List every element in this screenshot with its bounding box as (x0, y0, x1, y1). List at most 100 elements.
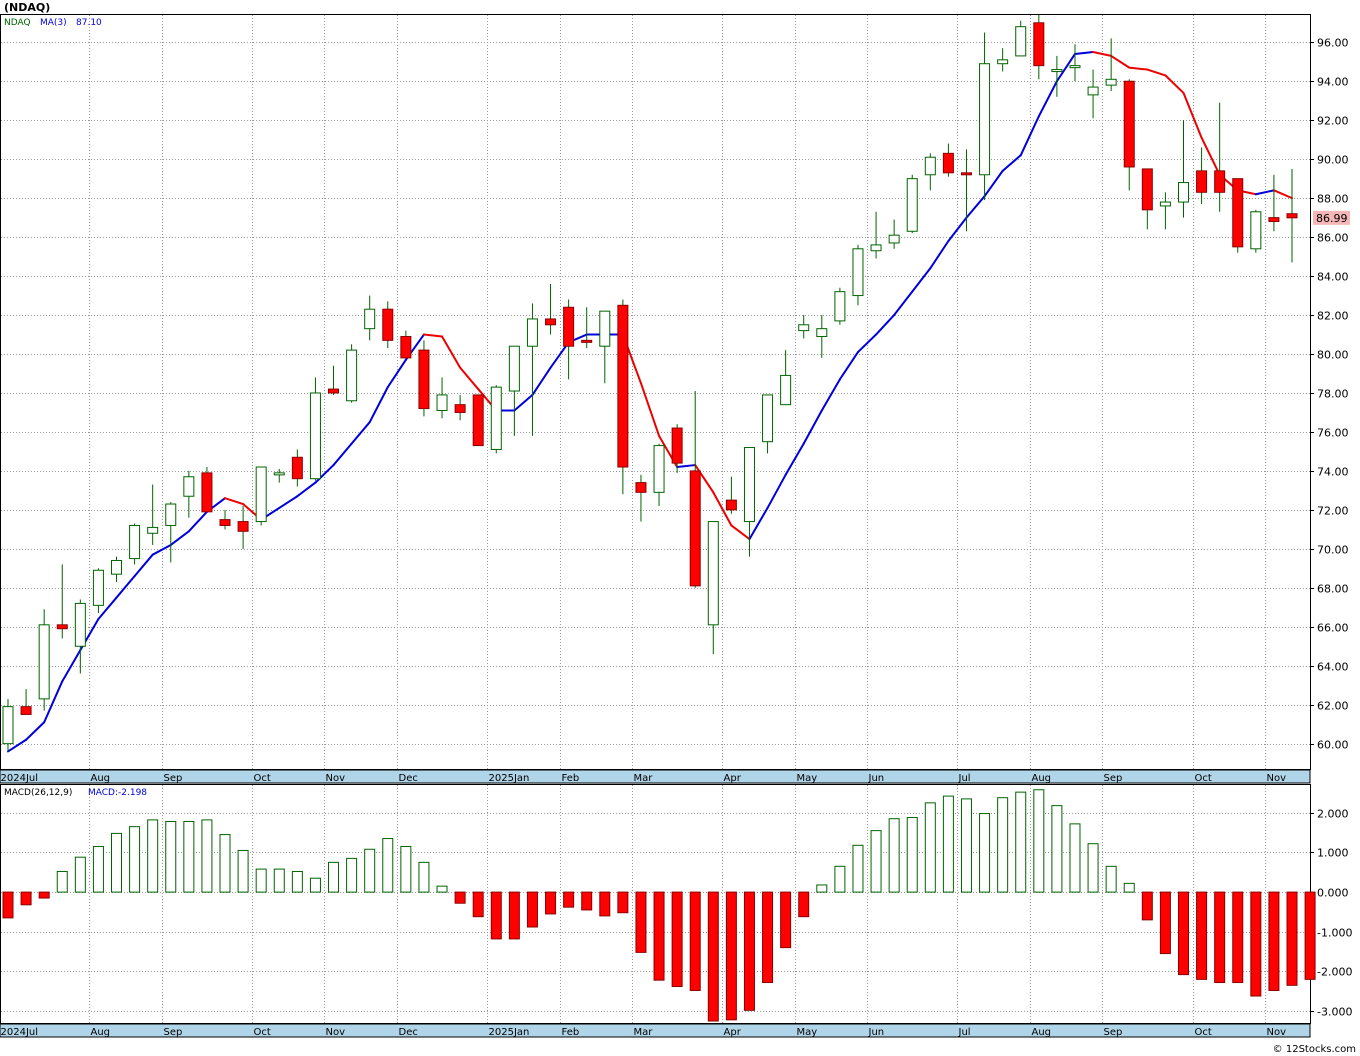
ma-segment (856, 333, 878, 354)
candle-body (273, 472, 285, 476)
candle (563, 299, 575, 380)
candle (816, 315, 828, 358)
candle (653, 443, 665, 506)
candle (20, 689, 32, 715)
ma-segment (1019, 115, 1040, 157)
candle (490, 385, 502, 454)
macd-month-label: Aug (91, 1027, 111, 1038)
macd-y-tick-label: 0.000 (1317, 887, 1349, 900)
macd-bar (924, 802, 936, 893)
macd-bar (436, 885, 448, 893)
price-y-tick-label: 96.00 (1317, 37, 1349, 50)
moving-average-line (7, 51, 1293, 753)
macd-bar (346, 857, 358, 893)
candle (400, 330, 412, 359)
candle (472, 394, 484, 447)
candle-body (653, 445, 665, 493)
candle-body (852, 248, 864, 297)
candle-body (545, 318, 557, 326)
ma-segment (386, 358, 407, 389)
macd-y-axis: -3.000 -2.000 -1.000 0.000 1.000 2.000 (1310, 808, 1352, 1019)
macd-bar (581, 891, 593, 911)
macd-bar (1214, 891, 1226, 984)
macd-bar (743, 891, 755, 1011)
candle-body (454, 404, 466, 413)
ma-segment (296, 481, 317, 498)
ma-segment (368, 386, 389, 424)
candle-body (1268, 217, 1280, 223)
candle-body (1232, 178, 1244, 248)
macd-bar (2, 891, 14, 919)
price-y-tick-label: 92.00 (1317, 115, 1349, 128)
macd-y-tick-label: 2.000 (1317, 808, 1349, 821)
candle (1015, 20, 1027, 57)
macd-bar (979, 813, 991, 893)
ma-segment (1001, 154, 1022, 172)
price-month-label: Jul (958, 773, 971, 784)
price-date-axis: 2024Jul Aug Sep Oct Nov Dec 2025Jan Feb Mar Apr Ma… (1, 773, 1287, 784)
ma-segment (151, 543, 172, 556)
candle-body (563, 306, 575, 347)
candle (888, 219, 900, 249)
ma-segment (1128, 66, 1149, 71)
price-month-label: Dec (399, 773, 418, 784)
candle-body (291, 456, 303, 480)
price-y-tick-label: 80.00 (1317, 349, 1349, 362)
candle (743, 447, 755, 557)
candle (707, 521, 719, 655)
candle (1069, 44, 1081, 82)
macd-bar (1033, 789, 1045, 893)
price-y-tick-label: 82.00 (1317, 310, 1349, 323)
macd-bar (997, 797, 1009, 893)
price-y-tick-label: 70.00 (1317, 544, 1349, 557)
ma-segment (350, 421, 371, 445)
candle (1141, 168, 1153, 230)
macd-bar (1123, 882, 1135, 893)
macd-bar (906, 817, 918, 893)
macd-month-label: Feb (562, 1027, 580, 1038)
price-y-tick-label: 72.00 (1317, 505, 1349, 518)
price-y-tick-label: 68.00 (1317, 583, 1349, 596)
candle (56, 564, 68, 639)
candle-body (1033, 22, 1045, 67)
macd-bar (490, 891, 502, 940)
candle (906, 174, 918, 234)
candle (201, 467, 213, 513)
macd-month-label: Nov (1267, 1027, 1287, 1038)
candle (1159, 192, 1171, 230)
ma-segment (766, 473, 787, 509)
candle (436, 377, 448, 419)
candle-body (526, 318, 538, 347)
candle (725, 476, 737, 514)
ma-segment (169, 530, 190, 546)
ma-segment (802, 409, 823, 445)
legend-symbol: NDAQ (4, 18, 31, 28)
candle-body (924, 156, 936, 176)
macd-bar (780, 891, 792, 949)
candle (1105, 38, 1117, 91)
candle-body (725, 499, 737, 511)
ma-segment (784, 442, 805, 476)
price-y-tick-label: 64.00 (1317, 661, 1349, 674)
macd-legend-value: MACD:-2.198 (88, 788, 147, 798)
candle-body (1069, 65, 1081, 69)
candle-body (56, 624, 68, 630)
macd-bar (147, 819, 159, 893)
candle (1232, 178, 1244, 253)
ma-segment (459, 366, 480, 391)
price-month-label: Oct (1195, 773, 1212, 784)
ma-segment (133, 553, 154, 578)
chart-title: (NDAQ) (4, 1, 50, 14)
candle-body (364, 308, 376, 330)
macd-y-tick-label: -3.000 (1317, 1006, 1352, 1019)
macd-bar (237, 849, 249, 893)
macd-bar (725, 891, 737, 1021)
candle (979, 32, 991, 201)
ma-segment (1146, 68, 1167, 77)
candle-body (1159, 201, 1171, 207)
candle (942, 143, 954, 177)
candle (1123, 79, 1135, 191)
candle (545, 283, 557, 335)
candle-body (111, 560, 123, 575)
